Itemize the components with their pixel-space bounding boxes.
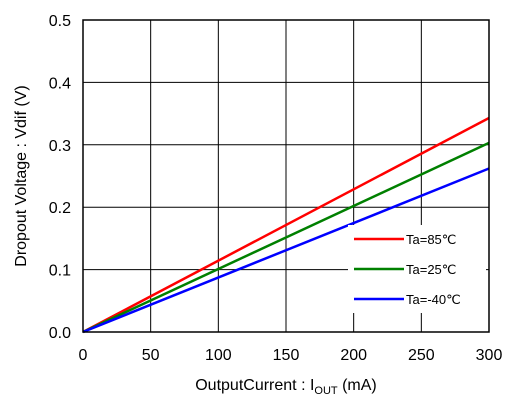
series-line-1 [82,141,490,334]
legend-label-1: Ta=25℃ [406,262,456,277]
y-tick-labels: 0.0 0.1 0.2 0.3 0.4 0.5 [49,13,71,342]
x-tick-label: 100 [205,347,232,364]
x-tick-label: 0 [79,347,88,364]
x-tick-label: 150 [273,347,300,364]
y-tick-label: 0.0 [49,325,71,342]
x-tick-label: 250 [408,347,435,364]
y-tick-label: 0.2 [49,200,71,217]
legend-label-2: Ta=-40℃ [406,292,461,307]
x-tick-labels: 0 50 100 150 200 250 300 [79,347,503,364]
plot-frame [82,19,490,333]
y-tick-label: 0.3 [49,138,71,155]
y-axis-label: Dropout Voltage : Vdif (V) [13,85,30,266]
y-tick-label: 0.4 [49,75,71,92]
x-tick-label: 200 [340,347,367,364]
x-axis-label-unit: (mA) [338,377,377,394]
x-axis-label-main: OutputCurrent : I [195,377,314,394]
legend-label-0: Ta=85℃ [406,232,456,247]
y-tick-label: 0.5 [49,13,71,30]
series-layer [82,116,490,334]
x-tick-label: 300 [476,347,503,364]
series-line-0 [82,116,490,334]
x-tick-label: 50 [142,347,160,364]
legend: Ta=85℃ Ta=25℃ Ta=-40℃ [354,232,461,307]
x-axis-label: OutputCurrent : IOUT (mA) [195,377,377,397]
series-line-2 [82,167,490,334]
grid [83,20,489,332]
y-tick-label: 0.1 [49,263,71,280]
x-axis-label-subscript: OUT [314,385,338,397]
